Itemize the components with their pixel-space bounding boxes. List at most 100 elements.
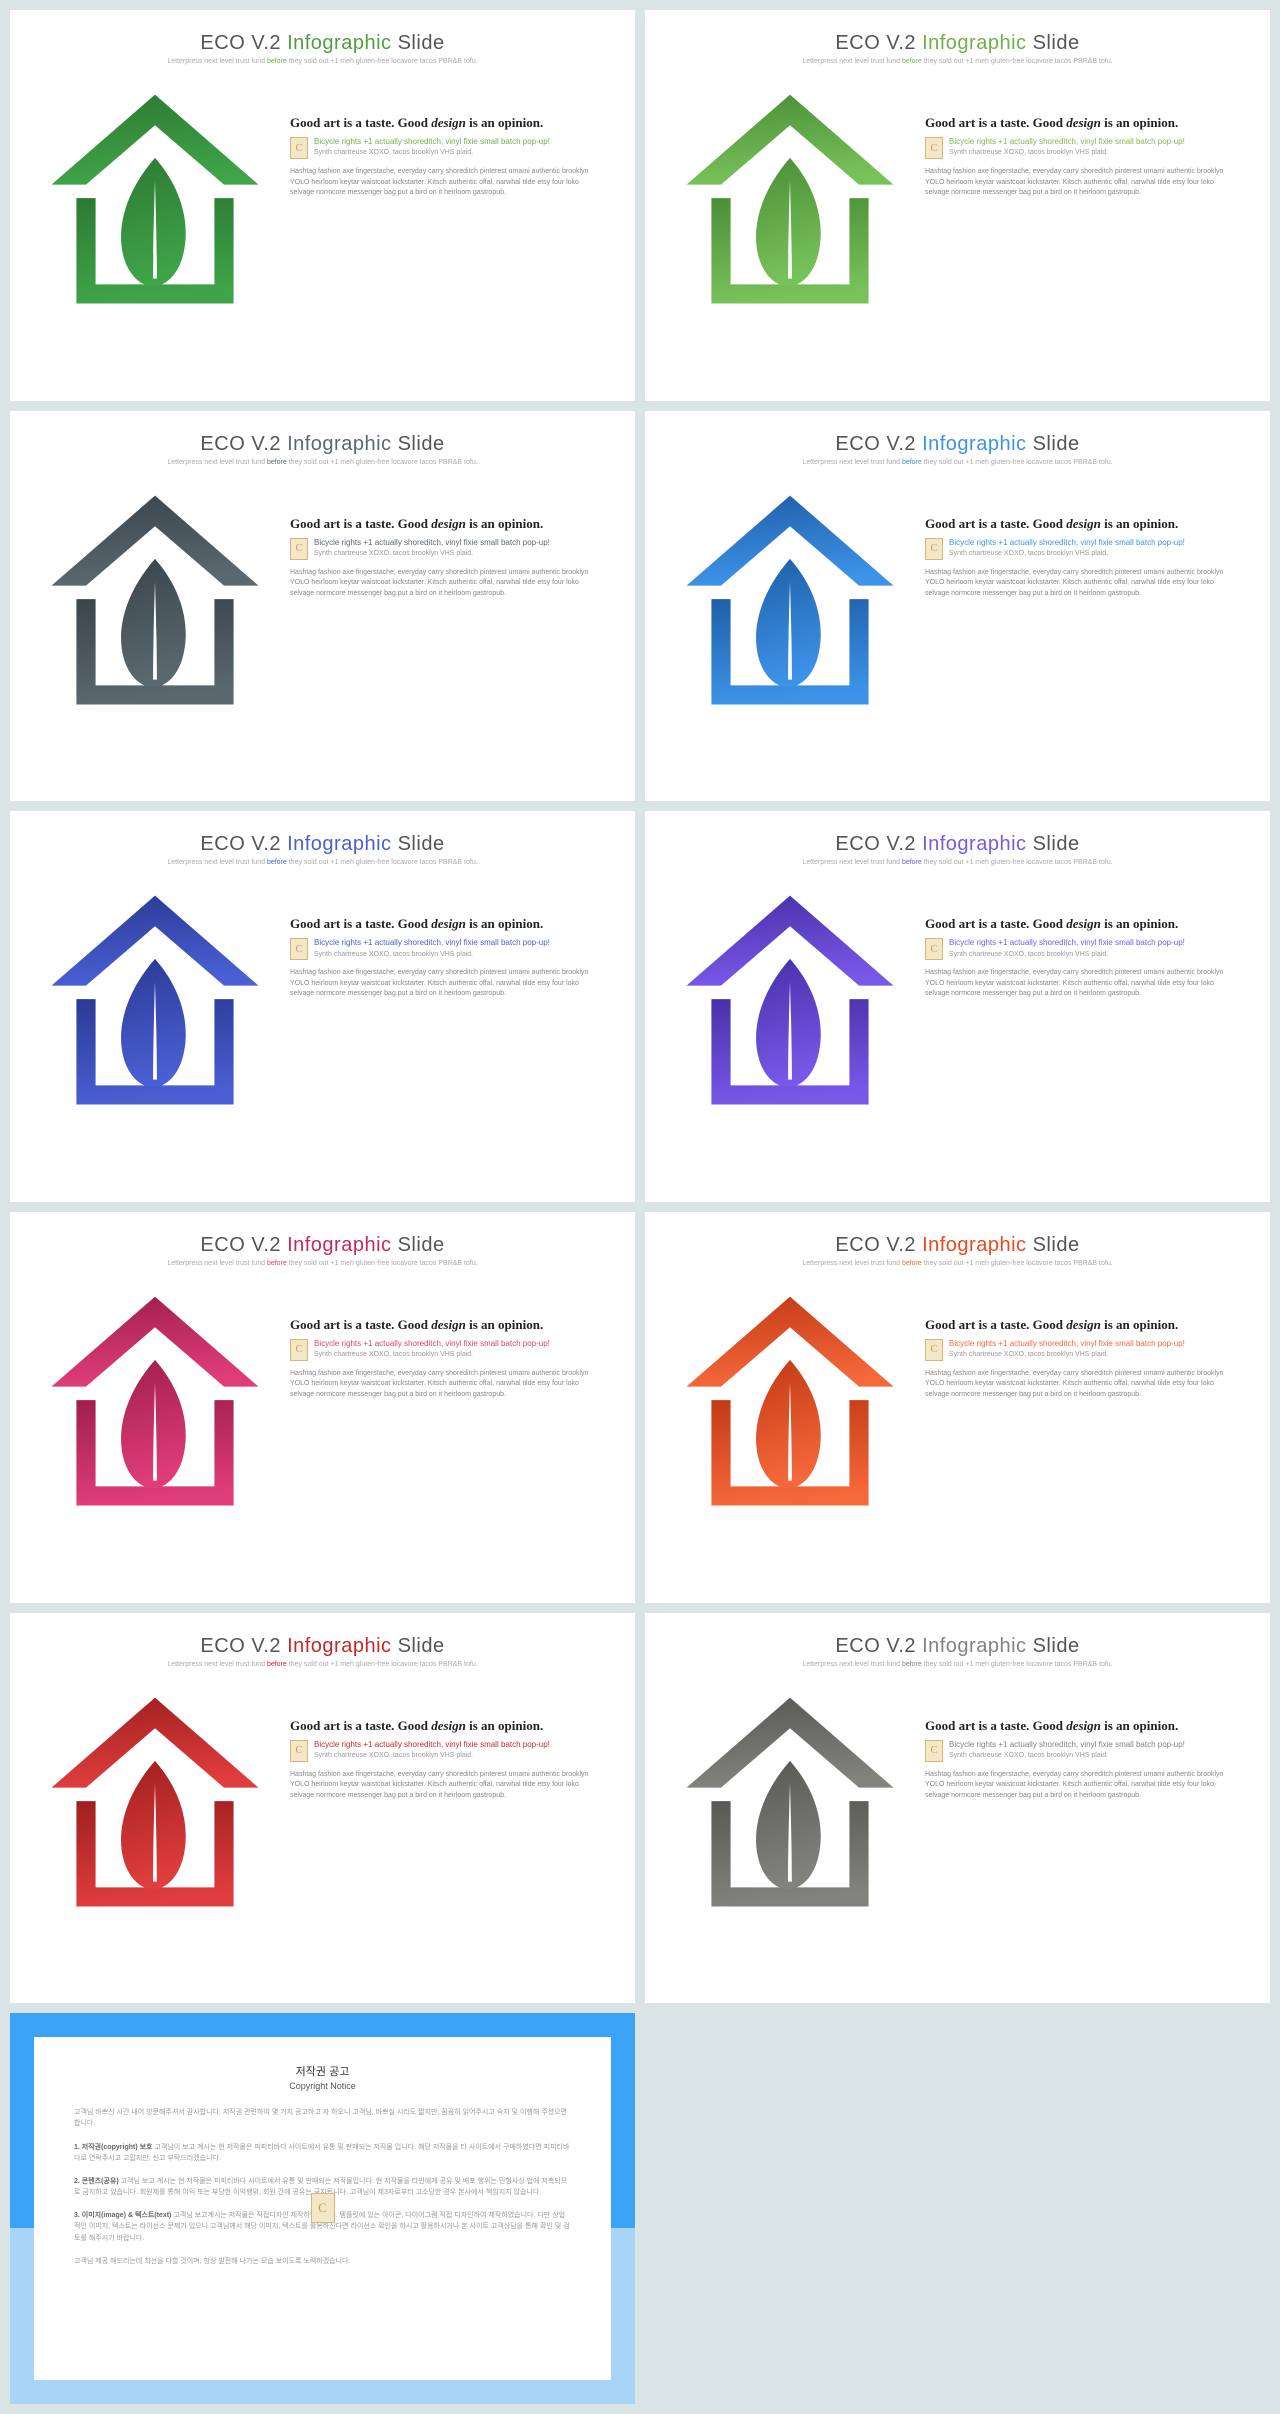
- slide-subtitle: Letterpress next level trust fund before…: [675, 859, 1240, 866]
- copyright-p1: 고객님 바쁘신 시간 내어 방문해주셔서 감사합니다. 저작권 관련하여 몇 가…: [74, 2107, 571, 2129]
- body-paragraph: Hashtag fashion axe fingerstache, everyd…: [925, 1770, 1240, 1802]
- badge-icon: C: [290, 1339, 308, 1361]
- text-column: Good art is a taste. Good design is an o…: [925, 85, 1240, 199]
- icon-container: [40, 1688, 270, 1918]
- infographic-slide: ECO V.2 Infographic Slide Letterpress ne…: [10, 1613, 635, 2004]
- title-prefix: ECO V.2: [200, 1635, 287, 1657]
- callout-sub: Synth chartreuse XOXO, tacos brooklyn VH…: [949, 149, 1185, 156]
- body-paragraph: Hashtag fashion axe fingerstache, everyd…: [290, 167, 605, 199]
- title-accent: Infographic: [287, 1234, 391, 1256]
- title-suffix: Slide: [392, 1635, 445, 1657]
- slide-title: ECO V.2 Infographic Slide: [675, 433, 1240, 456]
- subtitle-highlight: before: [902, 859, 922, 866]
- badge-icon: C: [290, 1740, 308, 1762]
- headline: Good art is a taste. Good design is an o…: [290, 516, 605, 532]
- callout-sub: Synth chartreuse XOXO, tacos brooklyn VH…: [314, 550, 550, 557]
- title-suffix: Slide: [392, 32, 445, 54]
- callout-sub: Synth chartreuse XOXO, tacos brooklyn VH…: [949, 550, 1185, 557]
- title-accent: Infographic: [287, 433, 391, 455]
- eco-house-icon: [40, 85, 270, 315]
- title-suffix: Slide: [1027, 433, 1080, 455]
- callout-sub: Synth chartreuse XOXO, tacos brooklyn VH…: [314, 1351, 550, 1358]
- body-paragraph: Hashtag fashion axe fingerstache, everyd…: [925, 167, 1240, 199]
- title-suffix: Slide: [1027, 833, 1080, 855]
- subtitle-highlight: before: [902, 459, 922, 466]
- title-accent: Infographic: [922, 1234, 1026, 1256]
- body-paragraph: Hashtag fashion axe fingerstache, everyd…: [290, 968, 605, 1000]
- slide-title: ECO V.2 Infographic Slide: [40, 833, 605, 856]
- callout-text: Bicycle rights +1 actually shoreditch, v…: [949, 137, 1185, 147]
- eco-house-icon: [675, 886, 905, 1116]
- text-column: Good art is a taste. Good design is an o…: [290, 886, 605, 1000]
- title-prefix: ECO V.2: [200, 1234, 287, 1256]
- icon-container: [40, 486, 270, 716]
- body-paragraph: Hashtag fashion axe fingerstache, everyd…: [290, 1770, 605, 1802]
- title-prefix: ECO V.2: [835, 833, 922, 855]
- icon-container: [40, 85, 270, 315]
- icon-container: [675, 85, 905, 315]
- slide-subtitle: Letterpress next level trust fund before…: [675, 58, 1240, 65]
- title-suffix: Slide: [392, 1234, 445, 1256]
- subtitle-highlight: before: [902, 58, 922, 65]
- title-accent: Infographic: [922, 833, 1026, 855]
- headline: Good art is a taste. Good design is an o…: [290, 1718, 605, 1734]
- icon-container: [40, 1287, 270, 1517]
- eco-house-icon: [40, 886, 270, 1116]
- infographic-slide: ECO V.2 Infographic Slide Letterpress ne…: [645, 1613, 1270, 2004]
- badge-icon: C: [925, 1339, 943, 1361]
- copyright-p5: 고객님 제공 해드리는데 최선을 다할 것이며, 항상 발전해 나가는 모습 보…: [74, 2256, 571, 2267]
- title-prefix: ECO V.2: [835, 1635, 922, 1657]
- callout-sub: Synth chartreuse XOXO, tacos brooklyn VH…: [314, 951, 550, 958]
- body-paragraph: Hashtag fashion axe fingerstache, everyd…: [925, 568, 1240, 600]
- slide-title: ECO V.2 Infographic Slide: [675, 1234, 1240, 1257]
- title-accent: Infographic: [922, 433, 1026, 455]
- slide-title: ECO V.2 Infographic Slide: [40, 1635, 605, 1658]
- title-prefix: ECO V.2: [200, 833, 287, 855]
- callout-text: Bicycle rights +1 actually shoreditch, v…: [314, 137, 550, 147]
- slide-grid: ECO V.2 Infographic Slide Letterpress ne…: [10, 10, 1270, 2404]
- slide-title: ECO V.2 Infographic Slide: [675, 1635, 1240, 1658]
- slide-title: ECO V.2 Infographic Slide: [675, 32, 1240, 55]
- headline: Good art is a taste. Good design is an o…: [925, 1317, 1240, 1333]
- icon-container: [675, 486, 905, 716]
- text-column: Good art is a taste. Good design is an o…: [925, 1688, 1240, 1802]
- title-suffix: Slide: [392, 833, 445, 855]
- title-suffix: Slide: [392, 433, 445, 455]
- title-accent: Infographic: [922, 32, 1026, 54]
- badge-icon: C: [290, 137, 308, 159]
- slide-title: ECO V.2 Infographic Slide: [40, 433, 605, 456]
- callout-text: Bicycle rights +1 actually shoreditch, v…: [949, 1740, 1185, 1750]
- subtitle-highlight: before: [267, 58, 287, 65]
- eco-house-icon: [675, 486, 905, 716]
- callout-text: Bicycle rights +1 actually shoreditch, v…: [949, 938, 1185, 948]
- title-suffix: Slide: [1027, 32, 1080, 54]
- slide-title: ECO V.2 Infographic Slide: [40, 32, 605, 55]
- text-column: Good art is a taste. Good design is an o…: [290, 1688, 605, 1802]
- title-prefix: ECO V.2: [835, 1234, 922, 1256]
- headline: Good art is a taste. Good design is an o…: [290, 1317, 605, 1333]
- empty-cell: [645, 2013, 1270, 2404]
- callout-sub: Synth chartreuse XOXO, tacos brooklyn VH…: [949, 1351, 1185, 1358]
- badge-icon: C: [925, 538, 943, 560]
- infographic-slide: ECO V.2 Infographic Slide Letterpress ne…: [10, 411, 635, 802]
- eco-house-icon: [675, 85, 905, 315]
- badge-icon: C: [311, 2193, 335, 2223]
- infographic-slide: ECO V.2 Infographic Slide Letterpress ne…: [645, 1212, 1270, 1603]
- slide-subtitle: Letterpress next level trust fund before…: [40, 58, 605, 65]
- slide-subtitle: Letterpress next level trust fund before…: [40, 459, 605, 466]
- slide-subtitle: Letterpress next level trust fund before…: [675, 459, 1240, 466]
- callout-sub: Synth chartreuse XOXO, tacos brooklyn VH…: [314, 149, 550, 156]
- subtitle-highlight: before: [902, 1260, 922, 1267]
- slide-subtitle: Letterpress next level trust fund before…: [40, 1661, 605, 1668]
- copyright-panel: 저작권 공고 Copyright Notice 고객님 바쁘신 시간 내어 방문…: [34, 2037, 611, 2380]
- title-prefix: ECO V.2: [200, 433, 287, 455]
- title-prefix: ECO V.2: [835, 32, 922, 54]
- callout-sub: Synth chartreuse XOXO, tacos brooklyn VH…: [314, 1752, 550, 1759]
- slide-title: ECO V.2 Infographic Slide: [40, 1234, 605, 1257]
- eco-house-icon: [40, 1287, 270, 1517]
- text-column: Good art is a taste. Good design is an o…: [290, 486, 605, 600]
- icon-container: [675, 1688, 905, 1918]
- badge-icon: C: [925, 1740, 943, 1762]
- callout-text: Bicycle rights +1 actually shoreditch, v…: [314, 1339, 550, 1349]
- text-column: Good art is a taste. Good design is an o…: [925, 886, 1240, 1000]
